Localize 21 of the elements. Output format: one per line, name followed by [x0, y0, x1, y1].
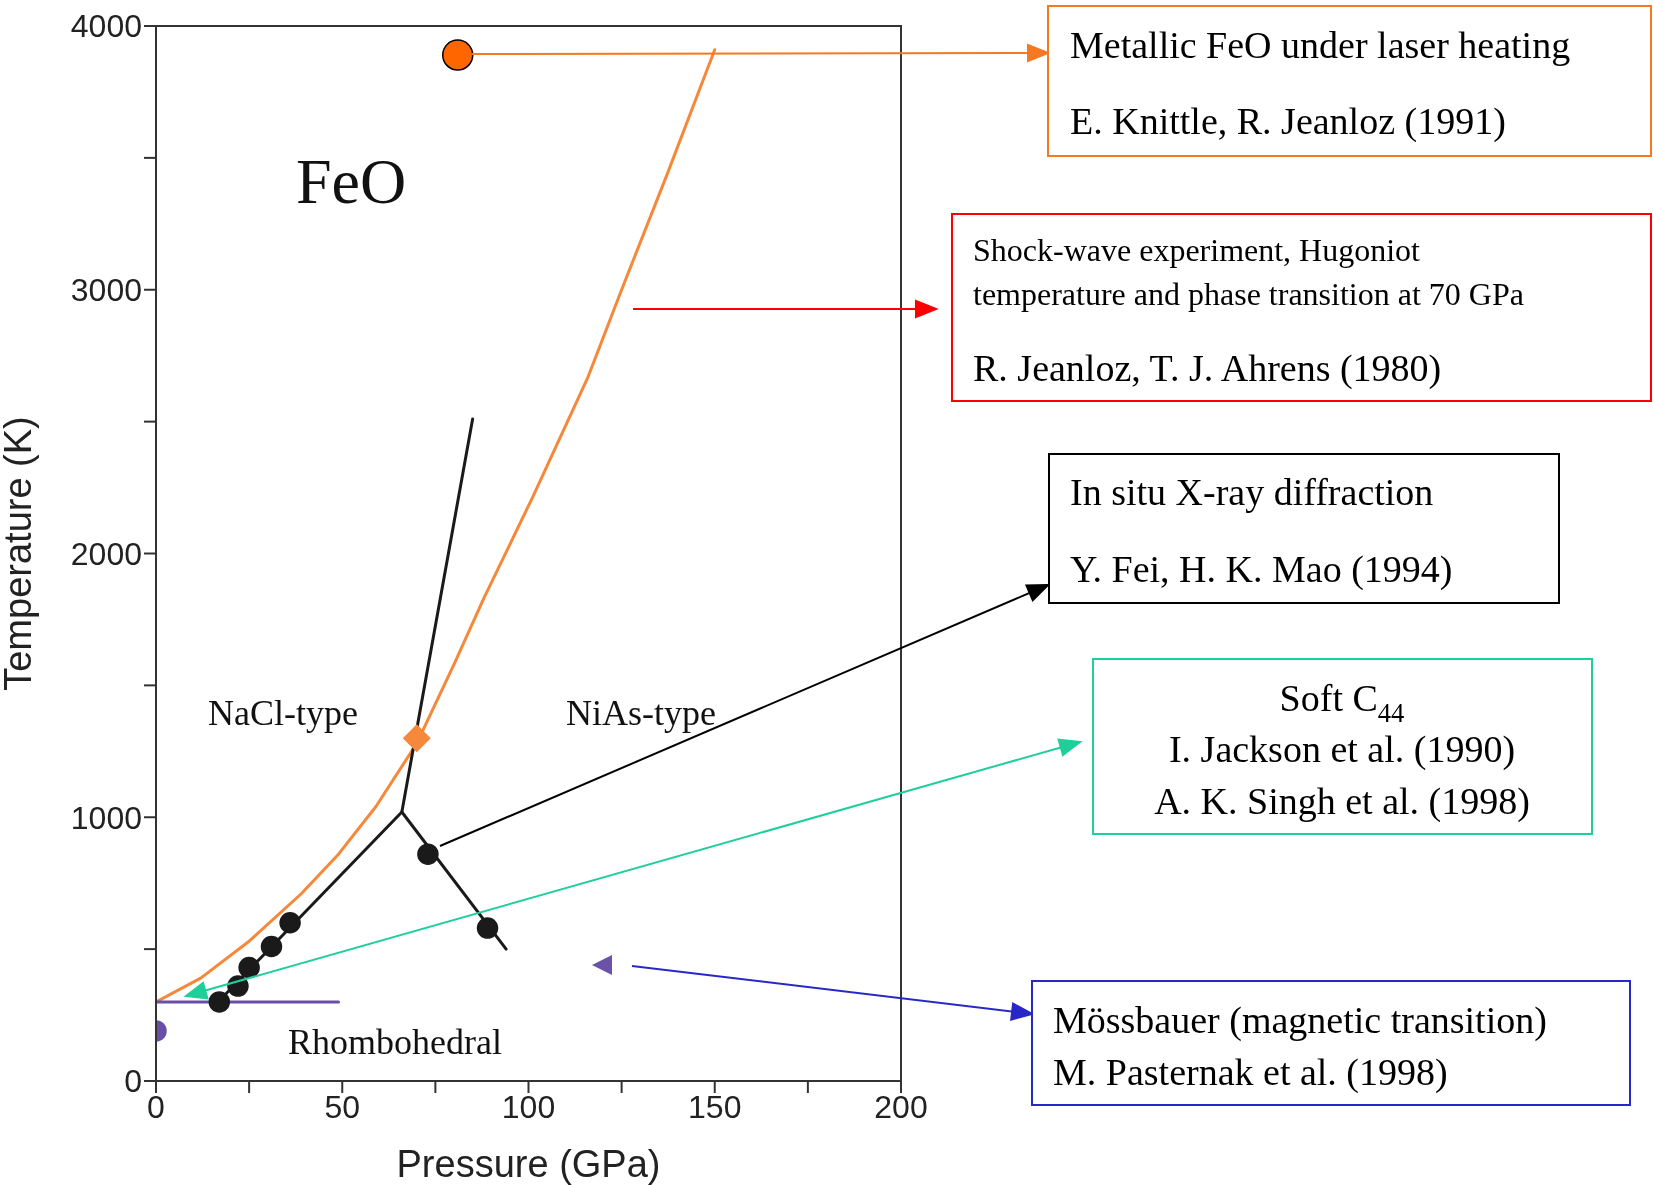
y-tick-label: 4000: [70, 8, 142, 45]
text: Metallic FeO under laser heating E. Knittle, R. Jeanloz (1991): [1070, 24, 1571, 143]
annotation: NiAs-type: [566, 693, 716, 733]
annotation: Rhombohedral: [288, 1022, 502, 1062]
annotation: FeO: [295, 145, 407, 217]
y-tick-label: 0: [124, 1063, 142, 1100]
x-axis-title: Pressure (GPa): [396, 1143, 661, 1185]
text: Soft C$_{44}$ I. Jackson et al. (1990) A. K. Singh et al. (1998): [1154, 677, 1530, 823]
text: Mössbauer (magnetic transition) M. Pasternak et al. (1998): [1053, 999, 1547, 1094]
x-tick-label: 150: [688, 1088, 742, 1125]
text: In situ X-ray diffraction Y. Fei, H. K. Mao (1994): [1070, 471, 1453, 591]
text: Shock-wave experiment, Hugoniot temperature and phase transition at 70 GPa R. Jeanloz, T. J. Ahrens (1980): [973, 232, 1524, 390]
y-axis-title: Temperature (K): [0, 416, 40, 691]
x-tick-label: 50: [324, 1088, 361, 1125]
annotation: NaCl-type: [208, 693, 358, 733]
x-tick-label: 0: [147, 1088, 165, 1125]
y-tick-label: 3000: [70, 272, 142, 309]
y-tick-label: 2000: [70, 535, 142, 572]
y-tick-label: 1000: [70, 799, 142, 836]
x-tick-label: 200: [874, 1088, 928, 1125]
x-tick-label: 100: [501, 1088, 556, 1125]
